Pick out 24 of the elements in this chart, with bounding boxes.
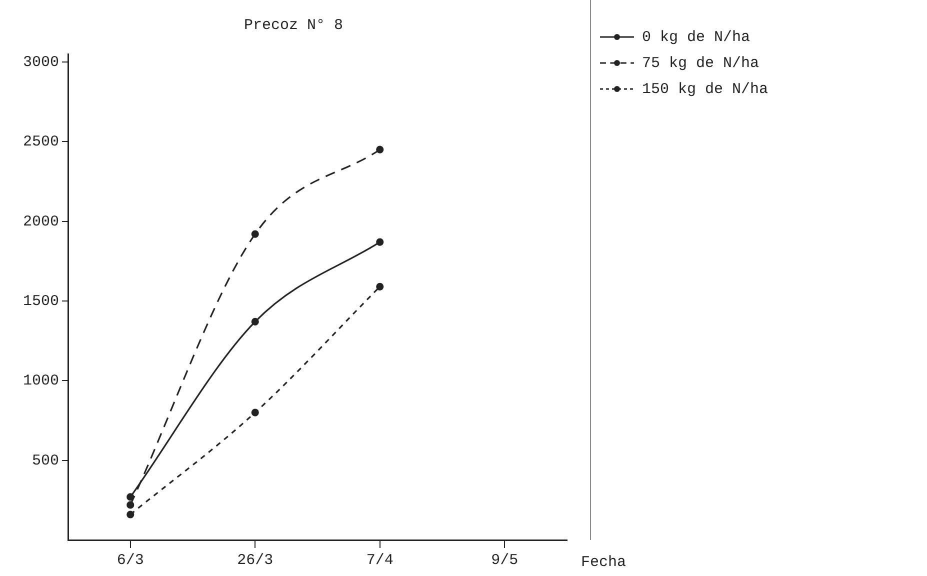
point [376,282,384,290]
legend-label: 150 kg de N/ha [642,80,768,98]
legend-label: 0 kg de N/ha [642,28,750,46]
x-tick-label: 7/4 [366,552,394,569]
point [126,501,134,509]
chart-title: Precoz N° 8 [244,16,344,34]
legend-label: 75 kg de N/ha [642,54,760,72]
x-tick-label: 26/3 [237,552,274,569]
point [126,493,134,501]
point [376,238,384,246]
y-tick-label: 3000 [22,54,60,71]
x-axis-title: Fecha [581,554,626,571]
x-tick-label: 9/5 [491,552,518,569]
point [251,230,259,238]
point [376,146,384,154]
x-tick-label: 6/3 [116,552,144,569]
y-tick-label: 1000 [22,372,60,390]
point [251,318,259,326]
point [126,510,134,518]
y-tick-label: 500 [32,452,60,470]
y-tick-label: 2000 [22,213,60,230]
y-tick-label: 1500 [22,292,60,310]
point [251,408,259,416]
y-tick-label: 2500 [22,134,60,151]
